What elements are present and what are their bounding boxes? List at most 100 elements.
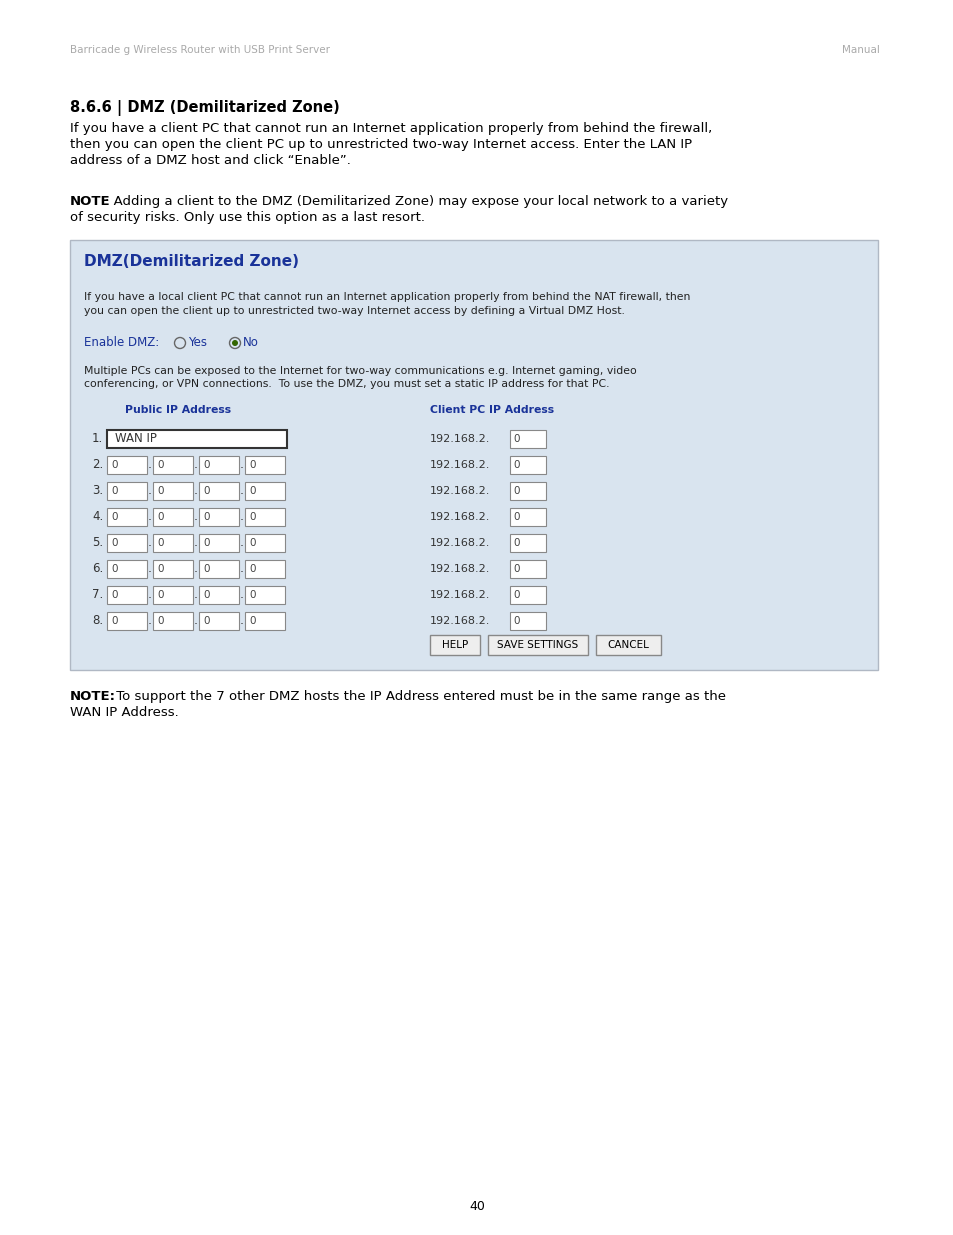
Bar	[152, 585, 193, 604]
Text: NOTE:: NOTE:	[70, 690, 116, 703]
Text: 0: 0	[513, 513, 519, 522]
Bar	[510, 482, 545, 500]
Bar	[107, 534, 147, 552]
Text: 0: 0	[249, 616, 255, 626]
Bar	[245, 508, 285, 526]
Bar	[510, 613, 545, 630]
Bar	[70, 240, 877, 671]
Bar	[510, 430, 545, 448]
Bar	[199, 559, 239, 578]
Text: 0: 0	[111, 564, 117, 574]
Bar	[596, 635, 660, 655]
Text: conferencing, or VPN connections.  To use the DMZ, you must set a static IP addr: conferencing, or VPN connections. To use…	[84, 379, 609, 389]
Text: .: .	[240, 615, 244, 627]
Text: .: .	[240, 589, 244, 601]
Text: .: .	[240, 510, 244, 524]
Text: .: .	[193, 589, 198, 601]
Text: of security risks. Only use this option as a last resort.: of security risks. Only use this option …	[70, 211, 424, 224]
Text: 0: 0	[203, 459, 210, 471]
Text: you can open the client up to unrestricted two-way Internet access by defining a: you can open the client up to unrestrict…	[84, 306, 624, 316]
Bar	[245, 456, 285, 474]
Text: If you have a local client PC that cannot run an Internet application properly f: If you have a local client PC that canno…	[84, 291, 690, 303]
Text: NOTE: NOTE	[70, 195, 111, 207]
Text: 0: 0	[111, 459, 117, 471]
Text: .: .	[240, 536, 244, 550]
Text: Client PC IP Address: Client PC IP Address	[430, 405, 554, 415]
Text: 0: 0	[249, 513, 255, 522]
Text: 0: 0	[203, 564, 210, 574]
Bar	[107, 456, 147, 474]
Text: 0: 0	[513, 459, 519, 471]
Text: 192.168.2.: 192.168.2.	[430, 487, 490, 496]
Text: 0: 0	[249, 459, 255, 471]
Text: 0: 0	[513, 616, 519, 626]
Text: WAN IP Address.: WAN IP Address.	[70, 706, 178, 719]
Text: CANCEL: CANCEL	[607, 640, 649, 650]
Text: 0: 0	[249, 590, 255, 600]
Text: 0: 0	[249, 538, 255, 548]
Bar	[199, 508, 239, 526]
Text: 0: 0	[157, 538, 163, 548]
Bar	[510, 534, 545, 552]
Bar	[152, 534, 193, 552]
Text: 192.168.2.: 192.168.2.	[430, 513, 490, 522]
Text: .: .	[193, 458, 198, 472]
Text: 7.: 7.	[91, 589, 103, 601]
Text: No: No	[243, 336, 258, 350]
Text: 192.168.2.: 192.168.2.	[430, 564, 490, 574]
Text: 0: 0	[513, 590, 519, 600]
Text: 0: 0	[203, 513, 210, 522]
Text: 40: 40	[469, 1200, 484, 1213]
Text: 0: 0	[203, 616, 210, 626]
Text: 0: 0	[249, 564, 255, 574]
Text: To support the 7 other DMZ hosts the IP Address entered must be in the same rang: To support the 7 other DMZ hosts the IP …	[112, 690, 725, 703]
Text: 3.: 3.	[91, 484, 103, 498]
Text: SAVE SETTINGS: SAVE SETTINGS	[497, 640, 578, 650]
Text: .: .	[148, 458, 152, 472]
Text: 0: 0	[203, 487, 210, 496]
Text: 192.168.2.: 192.168.2.	[430, 590, 490, 600]
Bar	[510, 585, 545, 604]
Bar	[245, 482, 285, 500]
Text: Multiple PCs can be exposed to the Internet for two-way communications e.g. Inte: Multiple PCs can be exposed to the Inter…	[84, 366, 636, 375]
Text: 0: 0	[111, 538, 117, 548]
Bar	[510, 456, 545, 474]
Text: DMZ(Demilitarized Zone): DMZ(Demilitarized Zone)	[84, 254, 298, 269]
Circle shape	[232, 340, 237, 346]
Text: .: .	[193, 562, 198, 576]
Bar	[152, 613, 193, 630]
Text: 0: 0	[157, 487, 163, 496]
Text: 8.6.6 | DMZ (Demilitarized Zone): 8.6.6 | DMZ (Demilitarized Zone)	[70, 100, 339, 116]
Text: 0: 0	[111, 616, 117, 626]
Text: .: .	[240, 458, 244, 472]
Text: 5.: 5.	[91, 536, 103, 550]
Text: Manual: Manual	[841, 44, 879, 56]
Text: HELP: HELP	[441, 640, 468, 650]
Text: .: .	[148, 536, 152, 550]
Bar	[152, 482, 193, 500]
Bar	[152, 456, 193, 474]
Text: If you have a client PC that cannot run an Internet application properly from be: If you have a client PC that cannot run …	[70, 122, 712, 135]
Text: 192.168.2.: 192.168.2.	[430, 538, 490, 548]
Text: 0: 0	[513, 433, 519, 445]
Bar	[430, 635, 479, 655]
Text: 0: 0	[249, 487, 255, 496]
Text: address of a DMZ host and click “Enable”.: address of a DMZ host and click “Enable”…	[70, 154, 351, 167]
Text: .: .	[148, 510, 152, 524]
Text: .: .	[240, 562, 244, 576]
Bar	[152, 559, 193, 578]
Bar	[152, 508, 193, 526]
Text: WAN IP: WAN IP	[115, 432, 156, 446]
Bar	[199, 534, 239, 552]
Text: 0: 0	[157, 616, 163, 626]
Text: Public IP Address: Public IP Address	[125, 405, 231, 415]
Text: 0: 0	[203, 538, 210, 548]
Text: 192.168.2.: 192.168.2.	[430, 433, 490, 445]
Bar	[107, 585, 147, 604]
Bar	[510, 559, 545, 578]
Text: .: .	[193, 484, 198, 498]
Text: 192.168.2.: 192.168.2.	[430, 616, 490, 626]
Bar	[199, 613, 239, 630]
Text: 6.: 6.	[91, 562, 103, 576]
Bar	[107, 613, 147, 630]
